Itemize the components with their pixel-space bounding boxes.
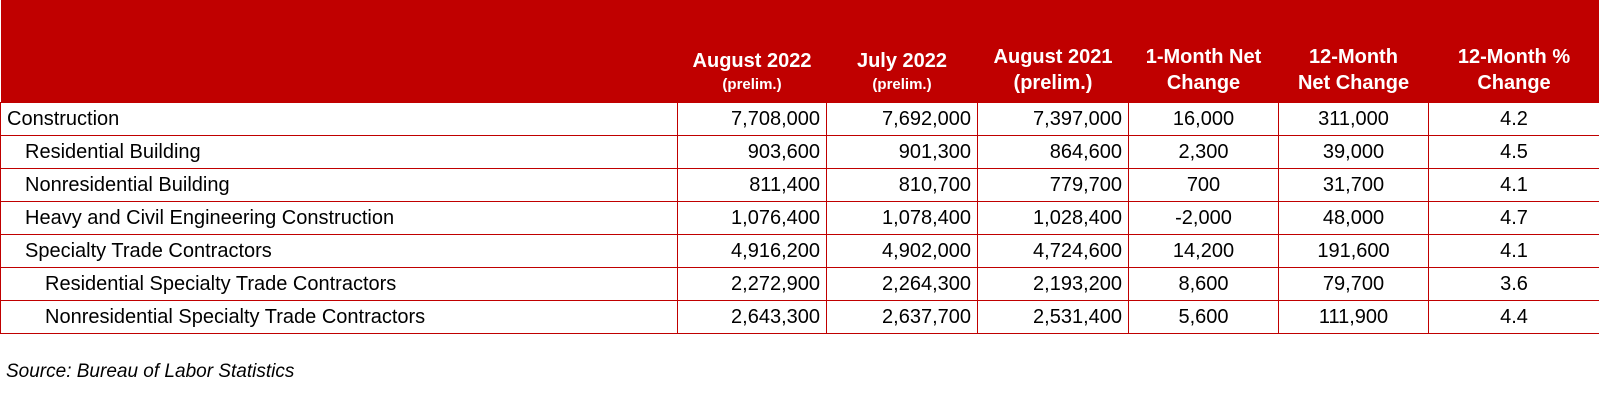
cell-12-month-net-change: 79,700 <box>1278 266 1429 301</box>
cell-aug-2022: 811,400 <box>677 167 827 202</box>
cell-jul-2022: 2,264,300 <box>826 266 978 301</box>
cell-1-month-net-change: 2,300 <box>1128 134 1279 169</box>
cell-aug-2021: 864,600 <box>977 134 1129 169</box>
header-1-month-net-change: 1-Month Net Change <box>1128 0 1279 102</box>
table-row: Heavy and Civil Engineering Construction… <box>0 200 1599 235</box>
cell-aug-2021: 1,028,400 <box>977 200 1129 235</box>
cell-12-month-net-change: 48,000 <box>1278 200 1429 235</box>
cell-12-month-pct-change: 4.7 <box>1428 200 1599 235</box>
cell-1-month-net-change: 700 <box>1128 167 1279 202</box>
cell-12-month-net-change: 311,000 <box>1278 101 1429 136</box>
cell-1-month-net-change: 5,600 <box>1128 299 1279 334</box>
cell-aug-2021: 4,724,600 <box>977 233 1129 268</box>
cell-aug-2022: 4,916,200 <box>677 233 827 268</box>
table-row: Nonresidential Specialty Trade Contracto… <box>0 299 1599 334</box>
cell-12-month-net-change: 191,600 <box>1278 233 1429 268</box>
source-note: Source: Bureau of Labor Statistics <box>6 361 295 382</box>
cell-aug-2022: 7,708,000 <box>677 101 827 136</box>
construction-employment-table: August 2022 (prelim.) July 2022 (prelim.… <box>0 0 1599 334</box>
cell-1-month-net-change: -2,000 <box>1128 200 1279 235</box>
cell-jul-2022: 7,692,000 <box>826 101 978 136</box>
cell-aug-2022: 1,076,400 <box>677 200 827 235</box>
cell-aug-2021: 779,700 <box>977 167 1129 202</box>
cell-aug-2021: 2,193,200 <box>977 266 1129 301</box>
row-label: Nonresidential Specialty Trade Contracto… <box>0 299 678 334</box>
cell-aug-2021: 7,397,000 <box>977 101 1129 136</box>
cell-jul-2022: 810,700 <box>826 167 978 202</box>
cell-12-month-net-change: 31,700 <box>1278 167 1429 202</box>
header-12-month-net-change: 12-Month Net Change <box>1278 0 1429 102</box>
cell-jul-2022: 901,300 <box>826 134 978 169</box>
header-label-column <box>0 0 678 102</box>
cell-aug-2021: 2,531,400 <box>977 299 1129 334</box>
cell-12-month-pct-change: 4.1 <box>1428 233 1599 268</box>
row-label: Heavy and Civil Engineering Construction <box>0 200 678 235</box>
table-row: Residential Building 903,600 901,300 864,60… <box>0 134 1599 169</box>
header-aug-2021: August 2021 (prelim.) <box>977 0 1129 102</box>
cell-jul-2022: 1,078,400 <box>826 200 978 235</box>
cell-12-month-pct-change: 4.5 <box>1428 134 1599 169</box>
table-row: Residential Specialty Trade Contractors 2… <box>0 266 1599 301</box>
cell-aug-2022: 2,272,900 <box>677 266 827 301</box>
header-jul-2022: July 2022 (prelim.) <box>826 0 978 102</box>
cell-1-month-net-change: 16,000 <box>1128 101 1279 136</box>
table-row: Nonresidential Building 811,400 810,700 779… <box>0 167 1599 202</box>
cell-jul-2022: 4,902,000 <box>826 233 978 268</box>
cell-12-month-pct-change: 4.2 <box>1428 101 1599 136</box>
cell-1-month-net-change: 14,200 <box>1128 233 1279 268</box>
header-12-month-pct-change: 12-Month % Change <box>1428 0 1599 102</box>
row-label: Residential Building <box>0 134 678 169</box>
cell-12-month-net-change: 39,000 <box>1278 134 1429 169</box>
cell-aug-2022: 903,600 <box>677 134 827 169</box>
table-body: Construction 7,708,000 7,692,000 7,397,000 1… <box>0 101 1599 334</box>
table-row: Specialty Trade Contractors 4,916,200 4,90… <box>0 233 1599 268</box>
table-row: Construction 7,708,000 7,692,000 7,397,000 1… <box>0 101 1599 136</box>
data-table-container: August 2022 (prelim.) July 2022 (prelim.… <box>0 0 1599 334</box>
cell-aug-2022: 2,643,300 <box>677 299 827 334</box>
cell-12-month-pct-change: 3.6 <box>1428 266 1599 301</box>
table-header-row: August 2022 (prelim.) July 2022 (prelim.… <box>0 0 1599 102</box>
header-aug-2022: August 2022 (prelim.) <box>677 0 827 102</box>
row-label: Nonresidential Building <box>0 167 678 202</box>
cell-jul-2022: 2,637,700 <box>826 299 978 334</box>
row-label: Residential Specialty Trade Contractors <box>0 266 678 301</box>
cell-12-month-pct-change: 4.4 <box>1428 299 1599 334</box>
row-label: Construction <box>0 101 678 136</box>
cell-1-month-net-change: 8,600 <box>1128 266 1279 301</box>
cell-12-month-net-change: 111,900 <box>1278 299 1429 334</box>
row-label: Specialty Trade Contractors <box>0 233 678 268</box>
cell-12-month-pct-change: 4.1 <box>1428 167 1599 202</box>
